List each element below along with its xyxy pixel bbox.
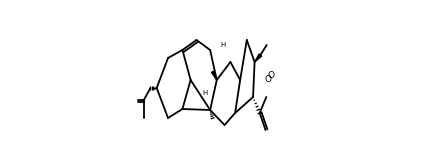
Text: H: H	[220, 42, 225, 48]
Text: O: O	[264, 75, 271, 84]
Polygon shape	[212, 71, 217, 80]
Polygon shape	[255, 54, 262, 62]
Text: H: H	[202, 90, 207, 96]
Text: O: O	[267, 71, 275, 80]
